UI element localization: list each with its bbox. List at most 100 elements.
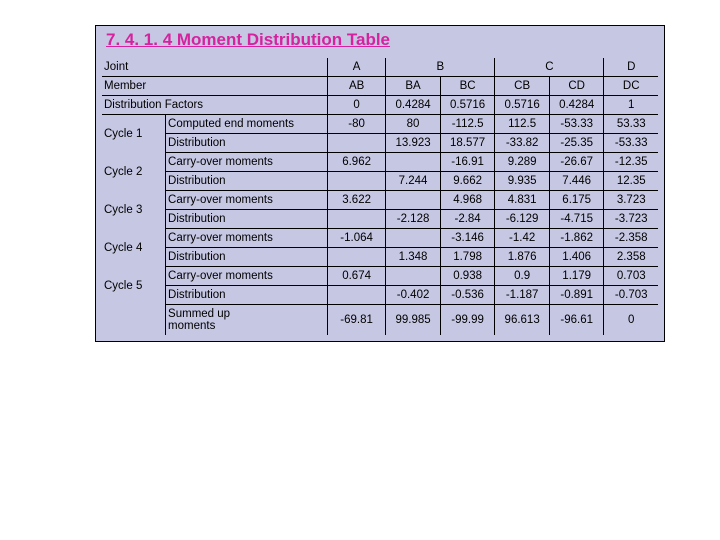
data-cell: 9.935 <box>495 172 550 191</box>
row-label: Distribution Factors <box>102 96 327 115</box>
data-cell: 0.938 <box>440 267 495 286</box>
joint-cell: C <box>495 58 604 77</box>
member-row: Member AB BA BC CB CD DC <box>102 77 658 96</box>
table-row: Cycle 5 Carry-over moments 0.674 0.938 0… <box>102 267 658 286</box>
data-cell: 0.674 <box>327 267 385 286</box>
data-cell: 3.723 <box>604 191 658 210</box>
data-cell: 1.876 <box>495 248 550 267</box>
data-cell: -96.61 <box>549 305 604 336</box>
data-cell: 9.662 <box>440 172 495 191</box>
data-cell: 96.613 <box>495 305 550 336</box>
data-cell: 0 <box>327 96 385 115</box>
data-cell <box>386 153 441 172</box>
data-cell: -25.35 <box>549 134 604 153</box>
data-cell <box>327 134 385 153</box>
table-row: Distribution 1.348 1.798 1.876 1.406 2.3… <box>102 248 658 267</box>
row-label: Distribution <box>166 210 328 229</box>
row-label: Distribution <box>166 134 328 153</box>
row-label: Summed up moments <box>166 305 328 336</box>
member-cell: BC <box>440 77 495 96</box>
cycle-label: Cycle 4 <box>102 229 166 267</box>
data-cell <box>327 286 385 305</box>
member-cell: CB <box>495 77 550 96</box>
row-label: Distribution <box>166 172 328 191</box>
table-row: Cycle 1 Computed end moments -80 80 -112… <box>102 115 658 134</box>
member-cell: AB <box>327 77 385 96</box>
joint-cell: D <box>604 58 658 77</box>
data-cell: -112.5 <box>440 115 495 134</box>
data-cell: -2.84 <box>440 210 495 229</box>
data-cell: -33.82 <box>495 134 550 153</box>
row-label: Carry-over moments <box>166 229 328 248</box>
data-cell: 7.446 <box>549 172 604 191</box>
data-cell: -3.146 <box>440 229 495 248</box>
row-label: Computed end moments <box>166 115 328 134</box>
data-cell: -80 <box>327 115 385 134</box>
row-label: Carry-over moments <box>166 267 328 286</box>
data-cell: -0.402 <box>386 286 441 305</box>
row-label: Member <box>102 77 327 96</box>
cycle-label: Cycle 5 <box>102 267 166 305</box>
data-cell: 18.577 <box>440 134 495 153</box>
table-container: 7. 4. 1. 4 Moment Distribution Table Joi… <box>95 25 665 342</box>
cycle-label: Cycle 1 <box>102 115 166 153</box>
row-label: Carry-over moments <box>166 191 328 210</box>
data-cell: -3.723 <box>604 210 658 229</box>
data-cell: 112.5 <box>495 115 550 134</box>
data-cell <box>327 172 385 191</box>
table-row: Cycle 4 Carry-over moments -1.064 -3.146… <box>102 229 658 248</box>
data-cell <box>327 248 385 267</box>
table-row: Cycle 3 Carry-over moments 3.622 4.968 4… <box>102 191 658 210</box>
data-cell: -16.91 <box>440 153 495 172</box>
table-row: Distribution 7.244 9.662 9.935 7.446 12.… <box>102 172 658 191</box>
moment-distribution-table: Joint A B C D Member AB BA BC CB CD DC D… <box>102 58 658 335</box>
data-cell: 0.9 <box>495 267 550 286</box>
data-cell: -6.129 <box>495 210 550 229</box>
data-cell: 13.923 <box>386 134 441 153</box>
data-cell: 12.35 <box>604 172 658 191</box>
data-cell: 0.5716 <box>440 96 495 115</box>
table-row: Distribution -2.128 -2.84 -6.129 -4.715 … <box>102 210 658 229</box>
table-title: 7. 4. 1. 4 Moment Distribution Table <box>106 30 658 50</box>
data-cell: -2.128 <box>386 210 441 229</box>
data-cell: -0.891 <box>549 286 604 305</box>
table-row: Distribution 13.923 18.577 -33.82 -25.35… <box>102 134 658 153</box>
data-cell: -1.42 <box>495 229 550 248</box>
data-cell: 99.985 <box>386 305 441 336</box>
data-cell: -26.67 <box>549 153 604 172</box>
member-cell: CD <box>549 77 604 96</box>
data-cell: 0.703 <box>604 267 658 286</box>
data-cell: -53.33 <box>549 115 604 134</box>
data-cell: 53.33 <box>604 115 658 134</box>
data-cell: -12.35 <box>604 153 658 172</box>
data-cell: 4.968 <box>440 191 495 210</box>
data-cell: 6.962 <box>327 153 385 172</box>
data-cell: 2.358 <box>604 248 658 267</box>
data-cell <box>386 191 441 210</box>
row-label: Joint <box>102 58 327 77</box>
cycle-label: Cycle 2 <box>102 153 166 191</box>
data-cell: -2.358 <box>604 229 658 248</box>
df-row: Distribution Factors 0 0.4284 0.5716 0.5… <box>102 96 658 115</box>
joint-cell: B <box>386 58 495 77</box>
data-cell: 0.5716 <box>495 96 550 115</box>
data-cell: -0.536 <box>440 286 495 305</box>
data-cell: 1 <box>604 96 658 115</box>
data-cell: -69.81 <box>327 305 385 336</box>
joint-row: Joint A B C D <box>102 58 658 77</box>
data-cell: 3.622 <box>327 191 385 210</box>
member-cell: BA <box>386 77 441 96</box>
data-cell: 1.348 <box>386 248 441 267</box>
data-cell <box>386 229 441 248</box>
row-label: Distribution <box>166 248 328 267</box>
data-cell: -99.99 <box>440 305 495 336</box>
row-label: Distribution <box>166 286 328 305</box>
data-cell: 1.179 <box>549 267 604 286</box>
cycle-label: Cycle 3 <box>102 191 166 229</box>
row-label: Carry-over moments <box>166 153 328 172</box>
joint-cell: A <box>327 58 385 77</box>
data-cell: 9.289 <box>495 153 550 172</box>
data-cell: -0.703 <box>604 286 658 305</box>
data-cell <box>386 267 441 286</box>
data-cell: 80 <box>386 115 441 134</box>
